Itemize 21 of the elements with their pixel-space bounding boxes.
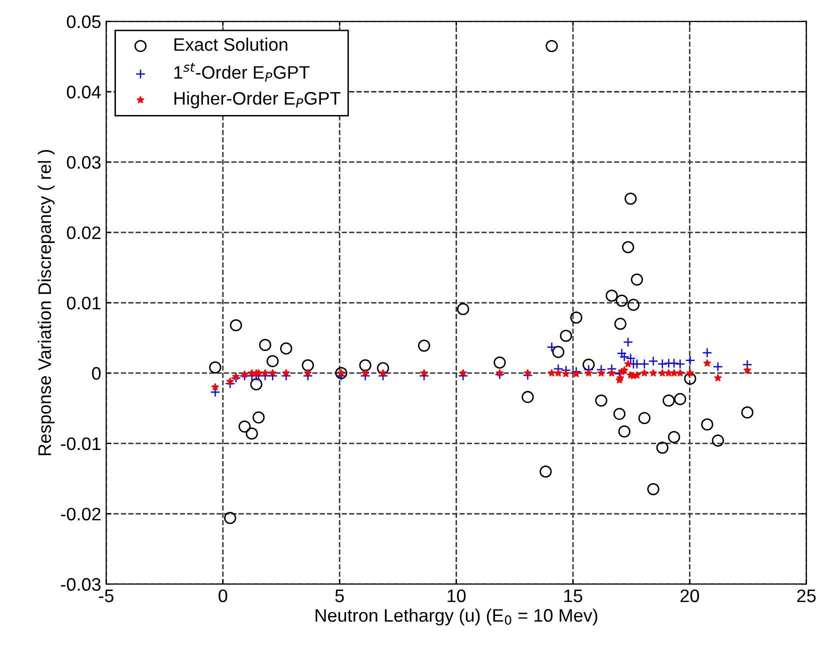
x-tick-label: 25	[797, 589, 816, 602]
y-tick-label: 0.05	[66, 15, 101, 28]
x-tick-label: -5	[98, 590, 114, 602]
y-tick-label: 0.01	[66, 296, 100, 310]
y-tick-label: 0.03	[66, 156, 101, 169]
y-tick-label: 0.04	[66, 86, 101, 98]
x-axis-title: Neutron Lethargy (u) (E$_{0}$ = 10 Mev)	[316, 608, 598, 626]
x-tick-label: 10	[448, 589, 466, 602]
y-axis-title: Response Variation Discrepancy ( rel )	[38, 150, 55, 456]
y-tick-label: 0	[92, 367, 101, 380]
x-tick-label: 5	[335, 590, 344, 602]
y-tick-label: -0.02	[61, 508, 100, 520]
legend-label: Exact Solution	[174, 38, 288, 51]
y-tick-label: -0.01	[61, 437, 100, 450]
y-tick-label: 0.02	[66, 226, 100, 240]
x-tick-label: 15	[564, 590, 582, 602]
legend-label: 1$^{st}$-Order E$_{P}$GPT	[174, 62, 310, 82]
legend-label: Higher-Order E$_{P}$GPT	[174, 92, 340, 108]
x-tick-label: 0	[218, 589, 228, 602]
y-tick-label: -0.03	[61, 578, 101, 591]
x-tick-label: 20	[680, 589, 700, 602]
